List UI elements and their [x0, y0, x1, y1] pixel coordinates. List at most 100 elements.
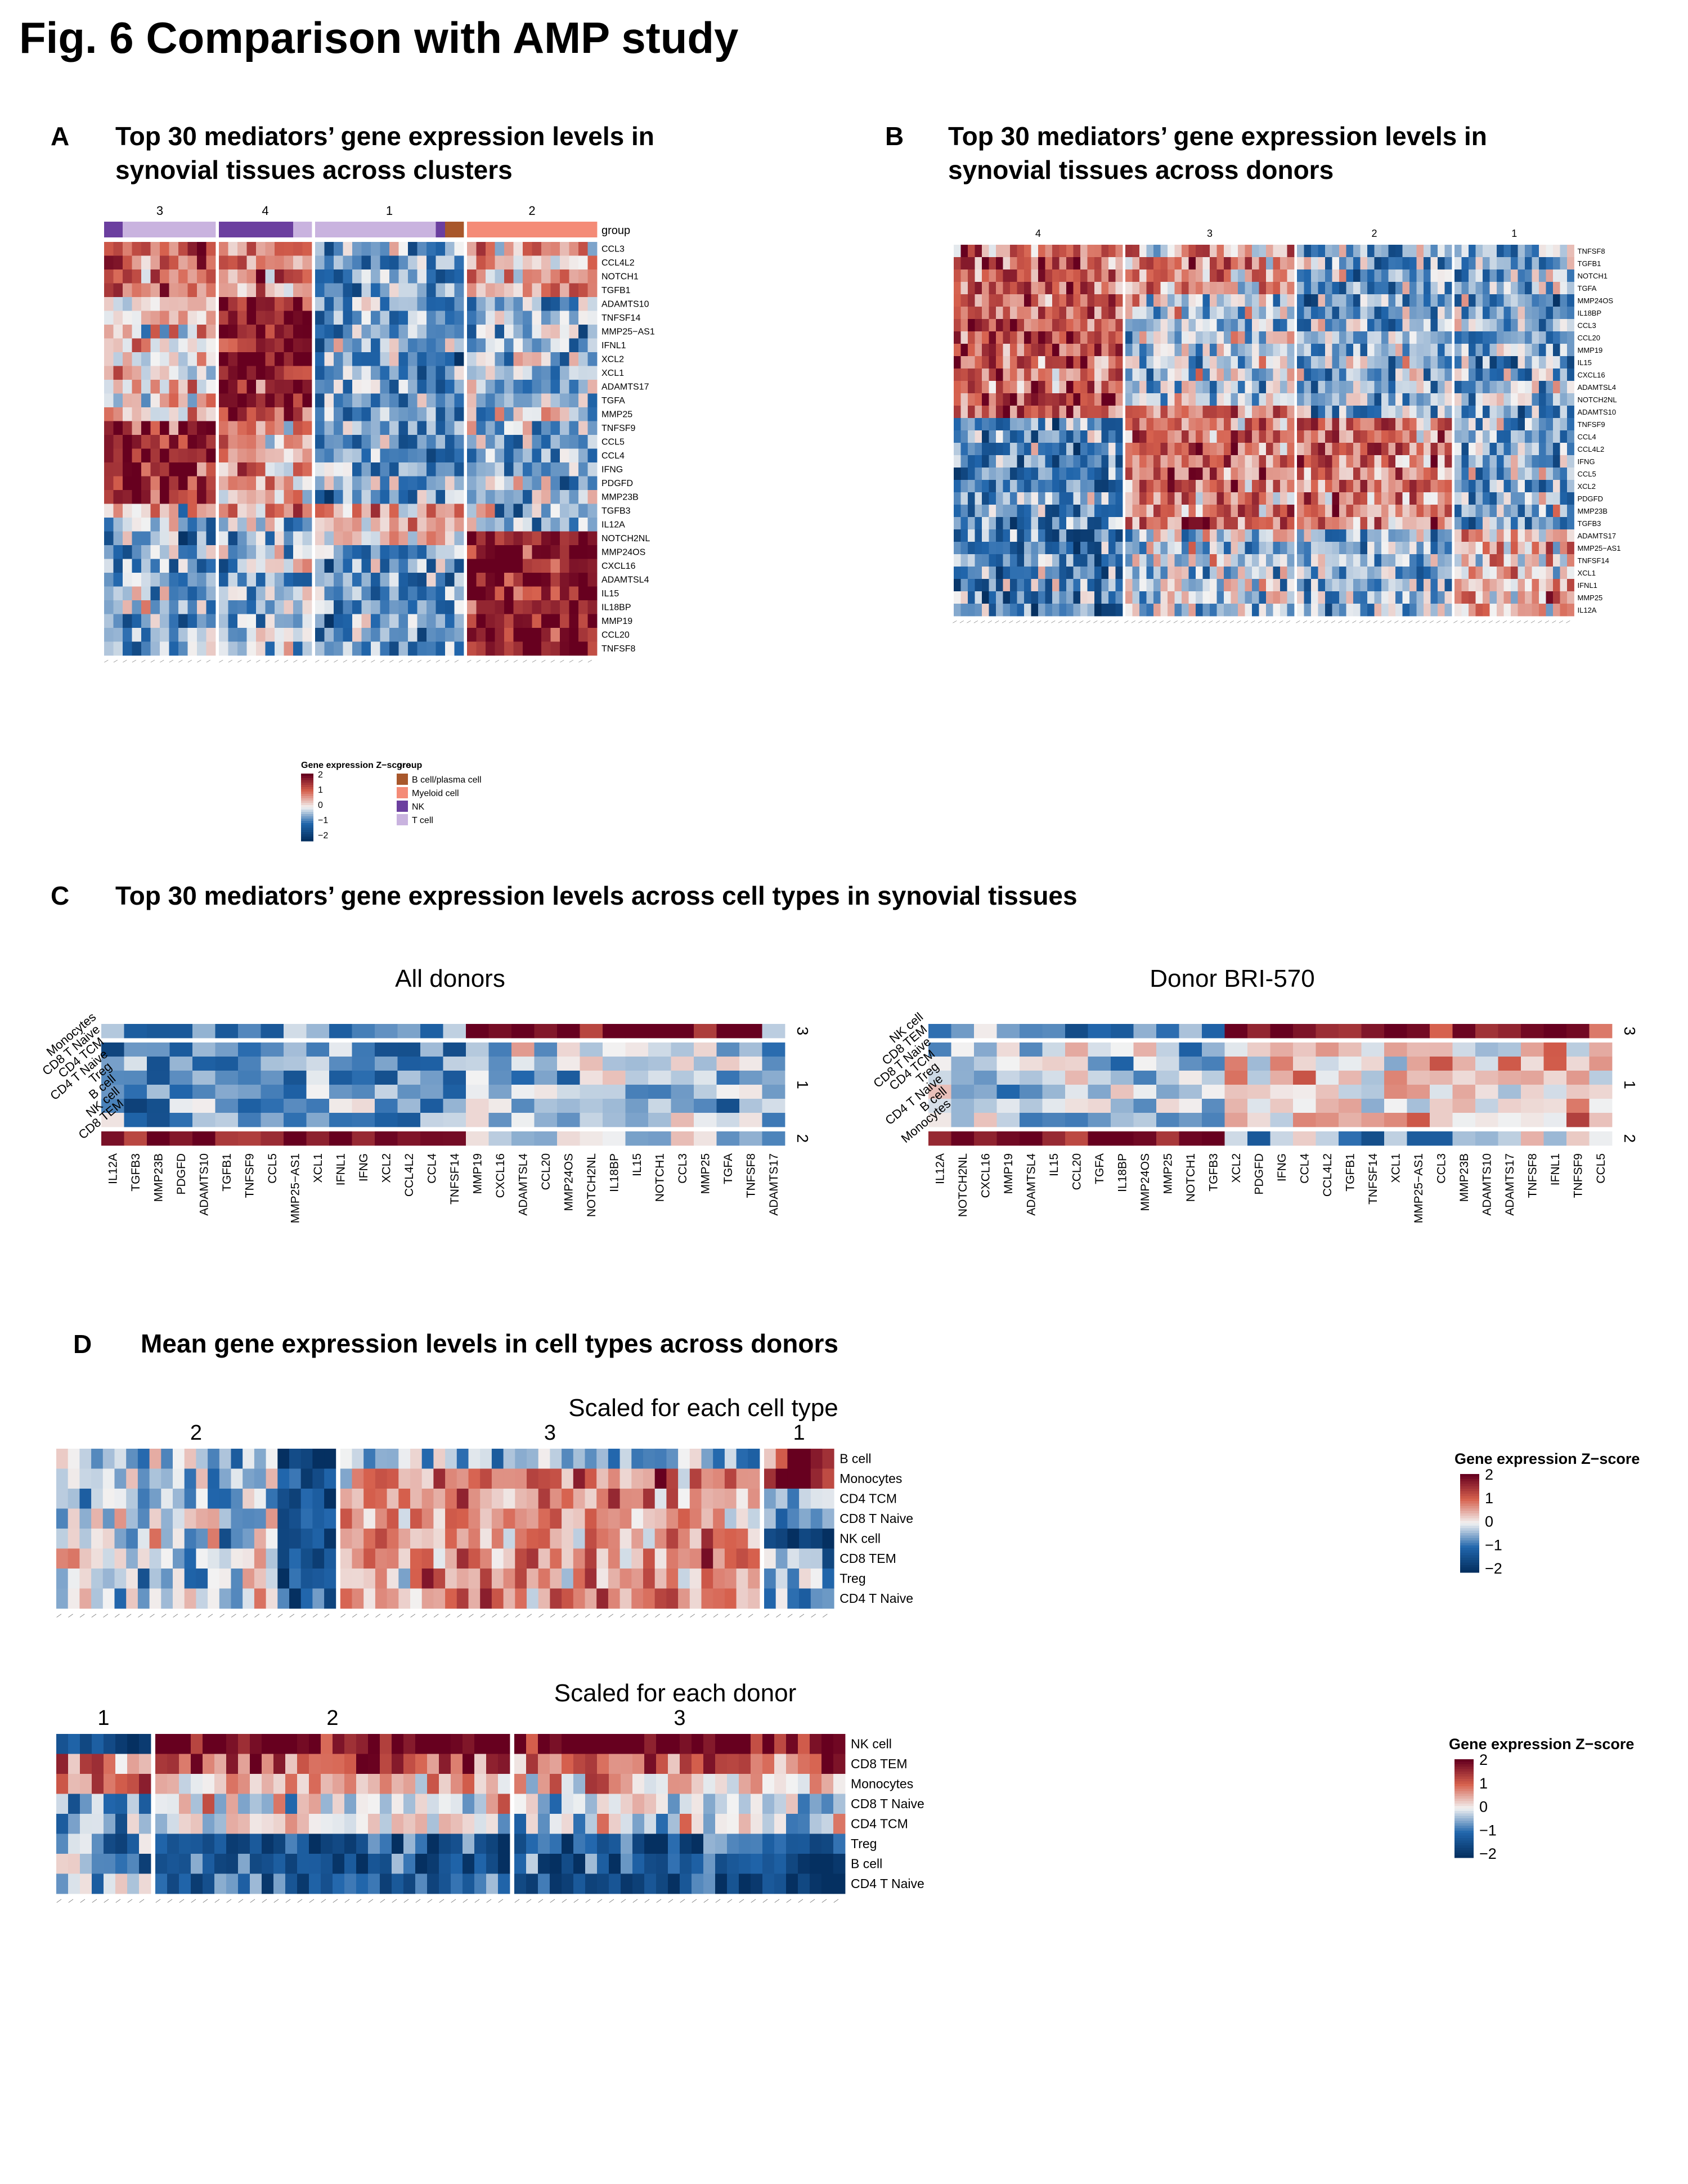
- panel-c-left-cell: [352, 1113, 375, 1127]
- panel-a-cell: [352, 545, 362, 559]
- panel-a-cell: [228, 338, 238, 353]
- panel-b-cell: [1017, 468, 1025, 480]
- panel-b-cell: [1409, 369, 1417, 381]
- panel-b-cell: [1188, 257, 1196, 270]
- panel-b-cell: [1031, 604, 1039, 617]
- panel-b-cell: [1374, 430, 1382, 443]
- panel-a-legend-swatch: [301, 830, 313, 833]
- panel-c-left-cell: [329, 1042, 352, 1057]
- panel-a-cell: [237, 283, 247, 298]
- panel-c-right-cell: [1543, 1057, 1567, 1071]
- panel-a-cell: [495, 435, 505, 449]
- panel-b-cell: [1280, 282, 1287, 295]
- panel-b-cell: [1216, 406, 1224, 419]
- panel-b-cell: [1497, 455, 1504, 468]
- panel-b-cell: [1325, 356, 1332, 369]
- panel-b-cell: [1339, 381, 1346, 394]
- panel-a-cell: [343, 462, 353, 477]
- panel-c-right-cell: [1361, 1099, 1385, 1113]
- panel-c-right-cell: [996, 1131, 1020, 1146]
- panel-b-cell: [1444, 430, 1452, 443]
- panel-a-cell: [265, 297, 275, 311]
- panel-b-cell: [1115, 381, 1123, 394]
- panel-b-cell: [1388, 554, 1396, 567]
- panel-a-col-tick: —: [531, 658, 537, 664]
- panel-a-cell: [187, 338, 197, 353]
- panel-a-cell: [495, 407, 505, 421]
- panel-a-cell: [293, 545, 303, 559]
- panel-b-cell: [1353, 604, 1361, 617]
- panel-b-cell: [1273, 505, 1281, 518]
- panel-a-group-cell: [541, 222, 551, 237]
- panel-a-cell: [417, 435, 427, 449]
- panel-a-cell: [578, 462, 588, 477]
- panel-b-cell: [1297, 356, 1304, 369]
- panel-b-cell: [1503, 319, 1511, 332]
- panel-b-cell: [1224, 381, 1231, 394]
- panel-c-left-cell: [648, 1113, 671, 1127]
- panel-b-cell: [982, 257, 989, 270]
- panel-c-right-cell: [1247, 1024, 1271, 1039]
- panel-a-cell: [284, 476, 294, 491]
- panel-a-cell: [275, 518, 284, 532]
- panel-b-gene-label: ADAMTSL4: [1578, 383, 1617, 392]
- panel-b-cell: [1304, 319, 1312, 332]
- panel-a-cell: [486, 338, 495, 353]
- panel-a-cell: [206, 614, 216, 628]
- panel-b-cell: [1125, 505, 1133, 518]
- panel-b-cell: [1353, 443, 1361, 456]
- panel-a-cell: [541, 435, 551, 449]
- panel-b-cell: [1224, 480, 1231, 493]
- panel-b-cell: [1273, 604, 1281, 617]
- panel-b-cell: [1374, 468, 1382, 480]
- panel-a-cell: [132, 366, 142, 380]
- panel-b-cell: [954, 505, 961, 518]
- panel-b-cell: [1266, 356, 1273, 369]
- panel-b-cell: [1280, 604, 1287, 617]
- panel-a-cell: [343, 559, 353, 573]
- panel-b-cell: [1539, 369, 1546, 381]
- panel-a-cell: [256, 531, 266, 546]
- panel-a-cell: [228, 504, 238, 518]
- panel-c-right-cell: [1384, 1099, 1407, 1113]
- panel-a-col-tick: —: [140, 658, 146, 664]
- panel-a-col-tick: —: [196, 658, 202, 664]
- panel-b-cell: [1360, 505, 1368, 518]
- panel-b-cell: [1287, 529, 1295, 542]
- panel-b-cell: [1461, 369, 1469, 381]
- panel-c-right-cell: [1316, 1042, 1339, 1057]
- panel-a-cell: [560, 338, 569, 353]
- panel-b-cell: [1438, 468, 1445, 480]
- panel-b-cell: [1259, 455, 1267, 468]
- panel-a-cell: [486, 573, 495, 587]
- panel-b-cell: [1108, 369, 1116, 381]
- panel-c-left-cell: [557, 1024, 580, 1039]
- panel-b-cell: [1153, 418, 1161, 431]
- panel-c-right-cell: [1589, 1113, 1613, 1127]
- panel-b-cell: [1003, 591, 1011, 604]
- panel-b-cell: [1259, 443, 1267, 456]
- panel-b-cell: [1066, 542, 1074, 555]
- panel-b-cell: [1266, 443, 1273, 456]
- panel-c-right-cell: [1452, 1071, 1476, 1085]
- panel-c-title: Top 30 mediators’ gene expression levels…: [115, 881, 1078, 910]
- panel-b-cell: [1454, 418, 1462, 431]
- panel-b-cell: [960, 430, 968, 443]
- panel-b-cell: [1546, 542, 1554, 555]
- panel-c-right-cell: [1452, 1024, 1476, 1039]
- panel-b-cell: [1374, 443, 1382, 456]
- panel-b-cell: [1238, 579, 1245, 592]
- panel-b-cell: [1168, 554, 1175, 567]
- panel-b-cell: [1066, 282, 1074, 295]
- panel-a-cell: [427, 311, 436, 325]
- panel-a-cell: [104, 393, 114, 408]
- panel-a-cell: [343, 545, 353, 559]
- panel-b-cell: [1266, 406, 1273, 419]
- panel-a-cell: [486, 283, 495, 298]
- panel-b-cell: [1139, 529, 1147, 542]
- panel-b-cell: [1252, 542, 1259, 555]
- panel-b-cell: [1045, 579, 1053, 592]
- panel-b-cell: [1174, 604, 1182, 617]
- panel-b-cell: [1280, 257, 1287, 270]
- panel-b-cell: [1066, 480, 1074, 493]
